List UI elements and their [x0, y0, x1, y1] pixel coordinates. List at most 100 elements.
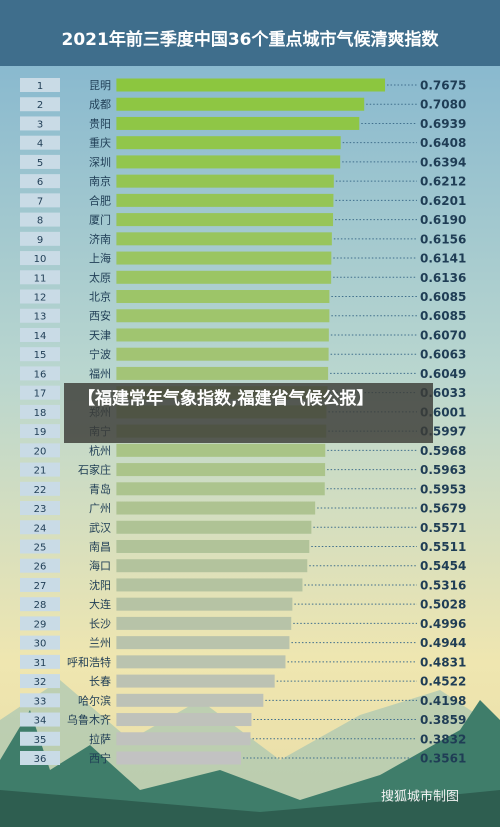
category-label: 深圳 [89, 156, 111, 169]
rank-box [20, 654, 60, 669]
rank-box [20, 424, 60, 439]
category-label: 拉萨 [89, 732, 111, 746]
rank-label: 13 [34, 312, 47, 323]
category-label: 成都 [89, 98, 111, 111]
bar [116, 693, 264, 707]
rank-box [20, 731, 60, 746]
category-label: 兰州 [89, 637, 111, 650]
category-label: 天津 [89, 329, 111, 342]
rank-label: 19 [34, 427, 47, 438]
category-label: 昆明 [89, 79, 111, 92]
category-label: 北京 [89, 290, 111, 304]
title-band [0, 0, 500, 66]
rank-label: 30 [34, 639, 47, 650]
value-label: 0.4522 [420, 675, 466, 689]
value-label: 0.6156 [420, 232, 466, 246]
rank-box [20, 462, 60, 477]
rank-label: 29 [34, 619, 47, 630]
category-label: 西安 [89, 309, 111, 323]
value-label: 0.7080 [420, 98, 466, 112]
category-label: 重庆 [89, 136, 111, 150]
rank-box [20, 597, 60, 612]
rank-box [20, 289, 60, 304]
rank-label: 12 [34, 293, 47, 304]
value-label: 0.5679 [420, 502, 466, 516]
value-label: 0.5316 [420, 578, 466, 592]
category-label: 海口 [89, 559, 111, 573]
rank-label: 36 [34, 754, 47, 765]
bar [116, 251, 332, 265]
bar [116, 270, 332, 284]
bar [116, 116, 360, 130]
bar [116, 328, 329, 342]
rank-box [20, 635, 60, 650]
value-label: 0.6063 [420, 348, 466, 362]
rank-label: 24 [34, 523, 47, 534]
rank-label: 21 [34, 466, 47, 477]
rank-box [20, 404, 60, 419]
category-label: 长沙 [89, 617, 111, 630]
value-label: 0.7675 [420, 79, 466, 93]
watermark: 搜狐城市制图 [381, 789, 459, 805]
category-label: 宁波 [89, 347, 111, 361]
rank-box [20, 385, 60, 400]
value-label: 0.6201 [420, 194, 466, 208]
bar [116, 732, 251, 746]
value-label: 0.5028 [420, 598, 466, 612]
bar [116, 578, 303, 592]
value-label: 0.6049 [420, 367, 466, 381]
value-label: 0.5571 [420, 521, 466, 535]
rank-box [20, 481, 60, 496]
bar [116, 655, 286, 669]
bar [116, 193, 334, 207]
value-label: 0.3561 [420, 752, 466, 766]
rank-label: 32 [34, 677, 47, 688]
category-label: 杭州 [89, 443, 111, 457]
bar [116, 539, 310, 553]
rank-box [20, 251, 60, 266]
rank-label: 1 [37, 81, 43, 92]
rank-box [20, 674, 60, 689]
bar [116, 616, 292, 630]
value-label: 0.6212 [420, 175, 466, 189]
rank-label: 20 [34, 446, 47, 457]
value-label: 0.6070 [420, 328, 466, 342]
rank-label: 3 [37, 119, 43, 130]
category-label: 呼和浩特 [67, 655, 111, 669]
rank-label: 25 [34, 542, 47, 553]
bar [116, 136, 341, 150]
rank-label: 18 [34, 408, 47, 419]
category-label: 南京 [89, 174, 111, 188]
rank-box [20, 78, 60, 92]
rank-box [20, 577, 60, 592]
scenery [0, 680, 500, 827]
category-label: 贵阳 [89, 117, 111, 130]
rank-label: 31 [34, 658, 47, 669]
bar [116, 443, 326, 457]
value-label: 0.3832 [420, 732, 466, 746]
rank-label: 35 [34, 735, 47, 746]
rank-box [20, 270, 60, 285]
bar [116, 636, 290, 650]
rank-box [20, 116, 60, 131]
rank-box [20, 693, 60, 708]
rank-box [20, 327, 60, 342]
bar [116, 78, 386, 92]
value-label: 0.6190 [420, 213, 466, 227]
rank-box [20, 308, 60, 323]
value-label: 0.4944 [420, 636, 466, 650]
rank-box [20, 558, 60, 573]
rank-box [20, 539, 60, 554]
rank-label: 28 [34, 600, 47, 611]
rank-label: 8 [37, 216, 43, 227]
category-label: 乌鲁木齐 [67, 713, 111, 727]
value-label: 0.5511 [420, 540, 466, 554]
bar [116, 213, 334, 227]
rank-label: 10 [34, 254, 47, 265]
bar [116, 309, 330, 323]
value-label: 0.6085 [420, 290, 466, 304]
bar [116, 347, 329, 361]
bar [116, 366, 329, 380]
rank-label: 34 [34, 716, 47, 727]
rank-label: 2 [37, 100, 43, 111]
